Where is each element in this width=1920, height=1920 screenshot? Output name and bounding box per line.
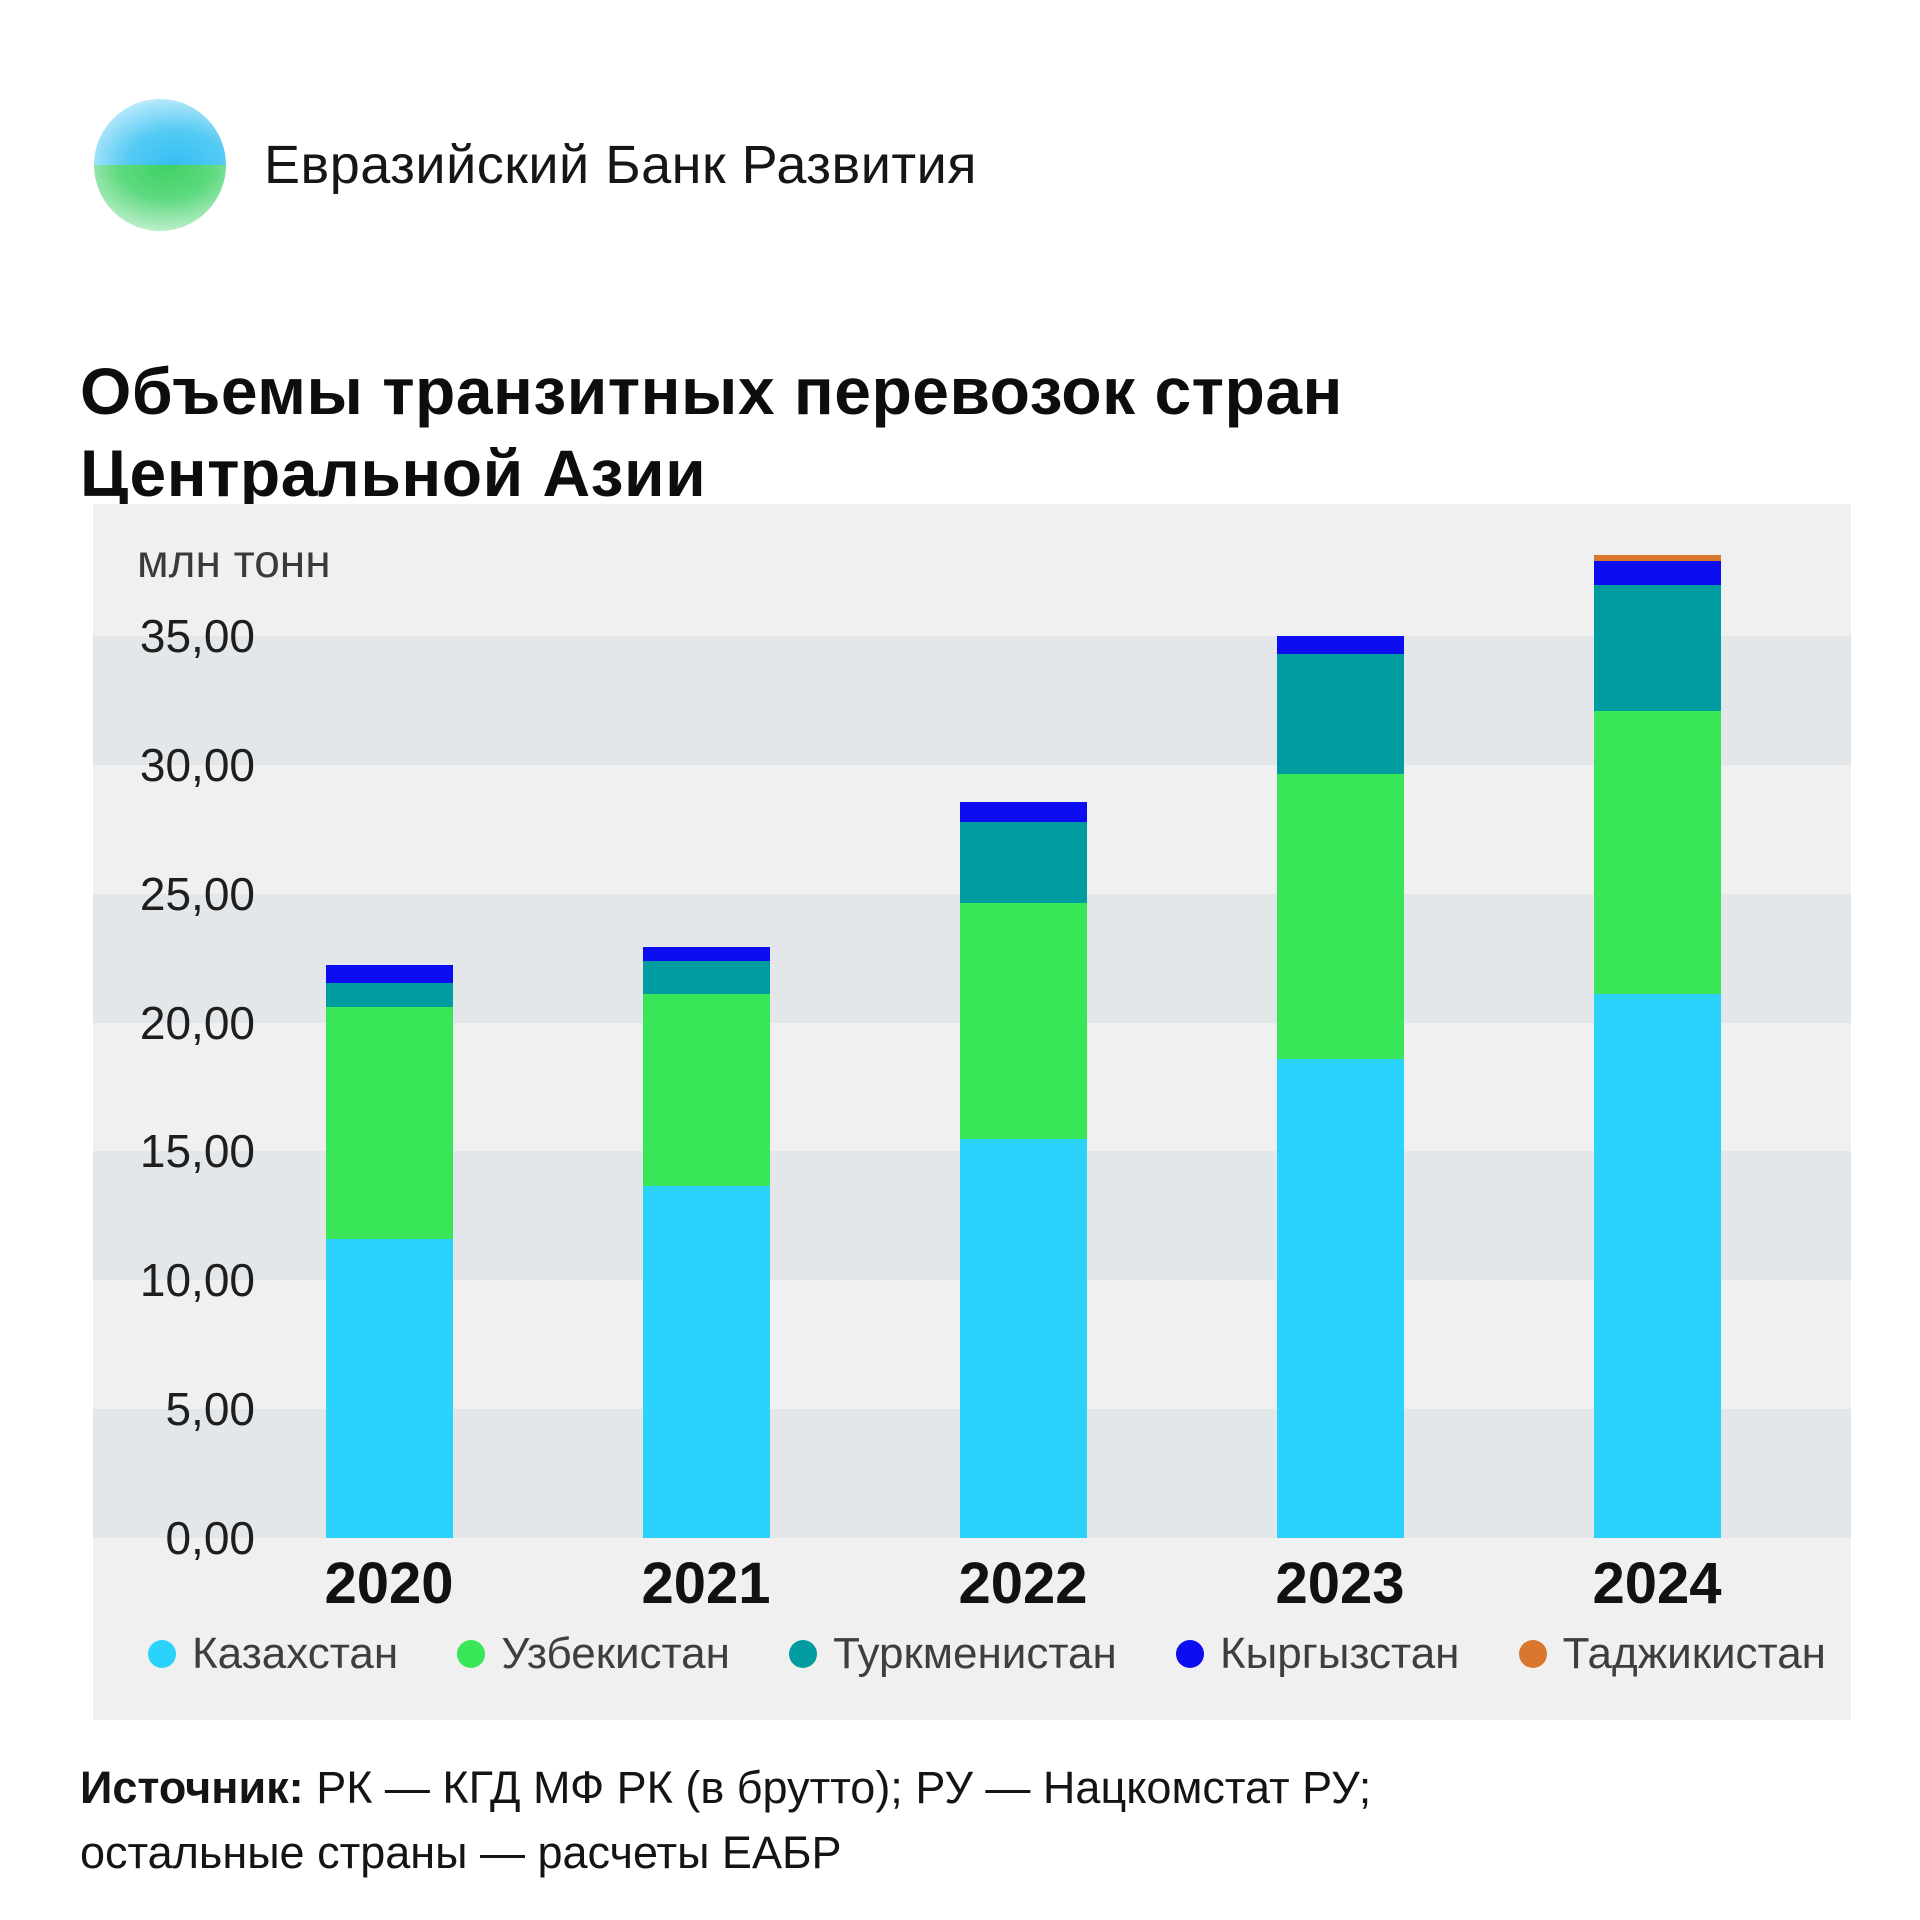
x-tick-label-2020: 2020 <box>324 1551 454 1616</box>
source-label: Источник: <box>80 1762 304 1813</box>
y-tick-label: 10,00 <box>139 1254 255 1307</box>
kazakhstan-color-dot-icon <box>148 1640 176 1668</box>
x-tick-label-2022: 2022 <box>958 1551 1088 1616</box>
bar-segment-2024-kazakhstan <box>1593 994 1721 1538</box>
bar-segment-2023-kyrgyzstan <box>1276 636 1404 655</box>
legend-item-kazakhstan: Казахстан <box>148 1629 398 1679</box>
legend-item-turkmenistan: Туркменистан <box>789 1629 1117 1679</box>
bar-segment-2020-turkmenistan <box>325 982 453 1008</box>
uzbekistan-color-dot-icon <box>457 1640 486 1668</box>
y-tick-label: 5,00 <box>165 1383 255 1436</box>
legend-label: Туркменистан <box>833 1629 1117 1678</box>
bar-segment-2024-kyrgyzstan <box>1593 561 1721 585</box>
legend-label: Кыргызстан <box>1219 1629 1460 1678</box>
chart-panel: млн тонн 0,00 5,00 10,00 15,00 20,00 25,00 30,… <box>93 504 1851 1720</box>
chart-title-line1: Объемы транзитных перевозок стран <box>80 354 1343 429</box>
bar-segment-2021-uzbekistan <box>642 994 770 1187</box>
x-tick-label-2024: 2024 <box>1592 1551 1722 1616</box>
legend-label: Таджикистан <box>1562 1629 1826 1678</box>
legend: Казахстан Узбекистан Туркменистан Кыргызста… <box>148 1629 1826 1679</box>
turkmenistan-color-dot-icon <box>789 1640 818 1668</box>
grid-band <box>93 504 1851 637</box>
grid-band <box>93 636 1851 765</box>
y-tick-label: 35,00 <box>139 610 255 663</box>
bar-segment-2022-turkmenistan <box>959 821 1087 903</box>
legend-item-tajikistan: Таджикистан <box>1518 1629 1826 1679</box>
y-tick-label: 25,00 <box>139 867 255 920</box>
edb-logo-blue-half <box>94 99 226 165</box>
chart-title: Объемы транзитных перевозок стран Централ… <box>80 350 1343 514</box>
bar-segment-2020-kyrgyzstan <box>325 964 453 983</box>
legend-label: Узбекистан <box>501 1629 730 1678</box>
tajikistan-color-dot-icon <box>1518 1640 1547 1668</box>
legend-item-kyrgyzstan: Кыргызстан <box>1175 1629 1460 1679</box>
y-tick-label: 0,00 <box>165 1512 255 1564</box>
bar-segment-2022-kazakhstan <box>959 1138 1087 1538</box>
kyrgyzstan-color-dot-icon <box>1175 1640 1204 1668</box>
bar-segment-2022-uzbekistan <box>959 902 1087 1139</box>
bar-segment-2021-kyrgyzstan <box>642 946 770 961</box>
bar-segment-2024-uzbekistan <box>1593 710 1721 995</box>
legend-item-uzbekistan: Узбекистан <box>457 1629 730 1679</box>
bank-name: Евразийский Банк Развития <box>264 135 978 195</box>
x-tick-label-2021: 2021 <box>641 1551 771 1616</box>
x-tick-label-2023: 2023 <box>1275 1551 1405 1616</box>
bar-segment-2021-turkmenistan <box>642 960 770 995</box>
source-line2: остальные страны — расчеты ЕАБР <box>80 1827 842 1878</box>
bar-segment-2024-turkmenistan <box>1593 584 1721 711</box>
bar-segment-2023-turkmenistan <box>1276 654 1404 774</box>
bar-segment-2024-tajikistan <box>1593 554 1721 562</box>
source-line1: РК — КГД МФ РК (в брутто); РУ — Нацкомст… <box>316 1762 1372 1813</box>
y-tick-label: 15,00 <box>139 1125 255 1178</box>
bar-segment-2021-kazakhstan <box>642 1186 770 1538</box>
source-note: Источник: РК — КГД МФ РК (в брутто); РУ … <box>80 1755 1371 1885</box>
y-tick-label: 30,00 <box>139 738 255 791</box>
edb-logo-green-half <box>94 165 226 231</box>
y-axis-unit-label: млн тонн <box>137 535 331 587</box>
chart-title-line2: Центральной Азии <box>80 436 707 511</box>
bar-segment-2020-uzbekistan <box>325 1007 453 1240</box>
y-tick-label: 20,00 <box>139 996 255 1049</box>
legend-label: Казахстан <box>192 1629 399 1678</box>
bar-segment-2023-uzbekistan <box>1276 773 1404 1059</box>
bar-segment-2022-kyrgyzstan <box>959 802 1087 822</box>
bar-segment-2020-kazakhstan <box>325 1239 453 1538</box>
bar-segment-2023-kazakhstan <box>1276 1058 1404 1538</box>
edb-logo-icon <box>94 99 226 231</box>
